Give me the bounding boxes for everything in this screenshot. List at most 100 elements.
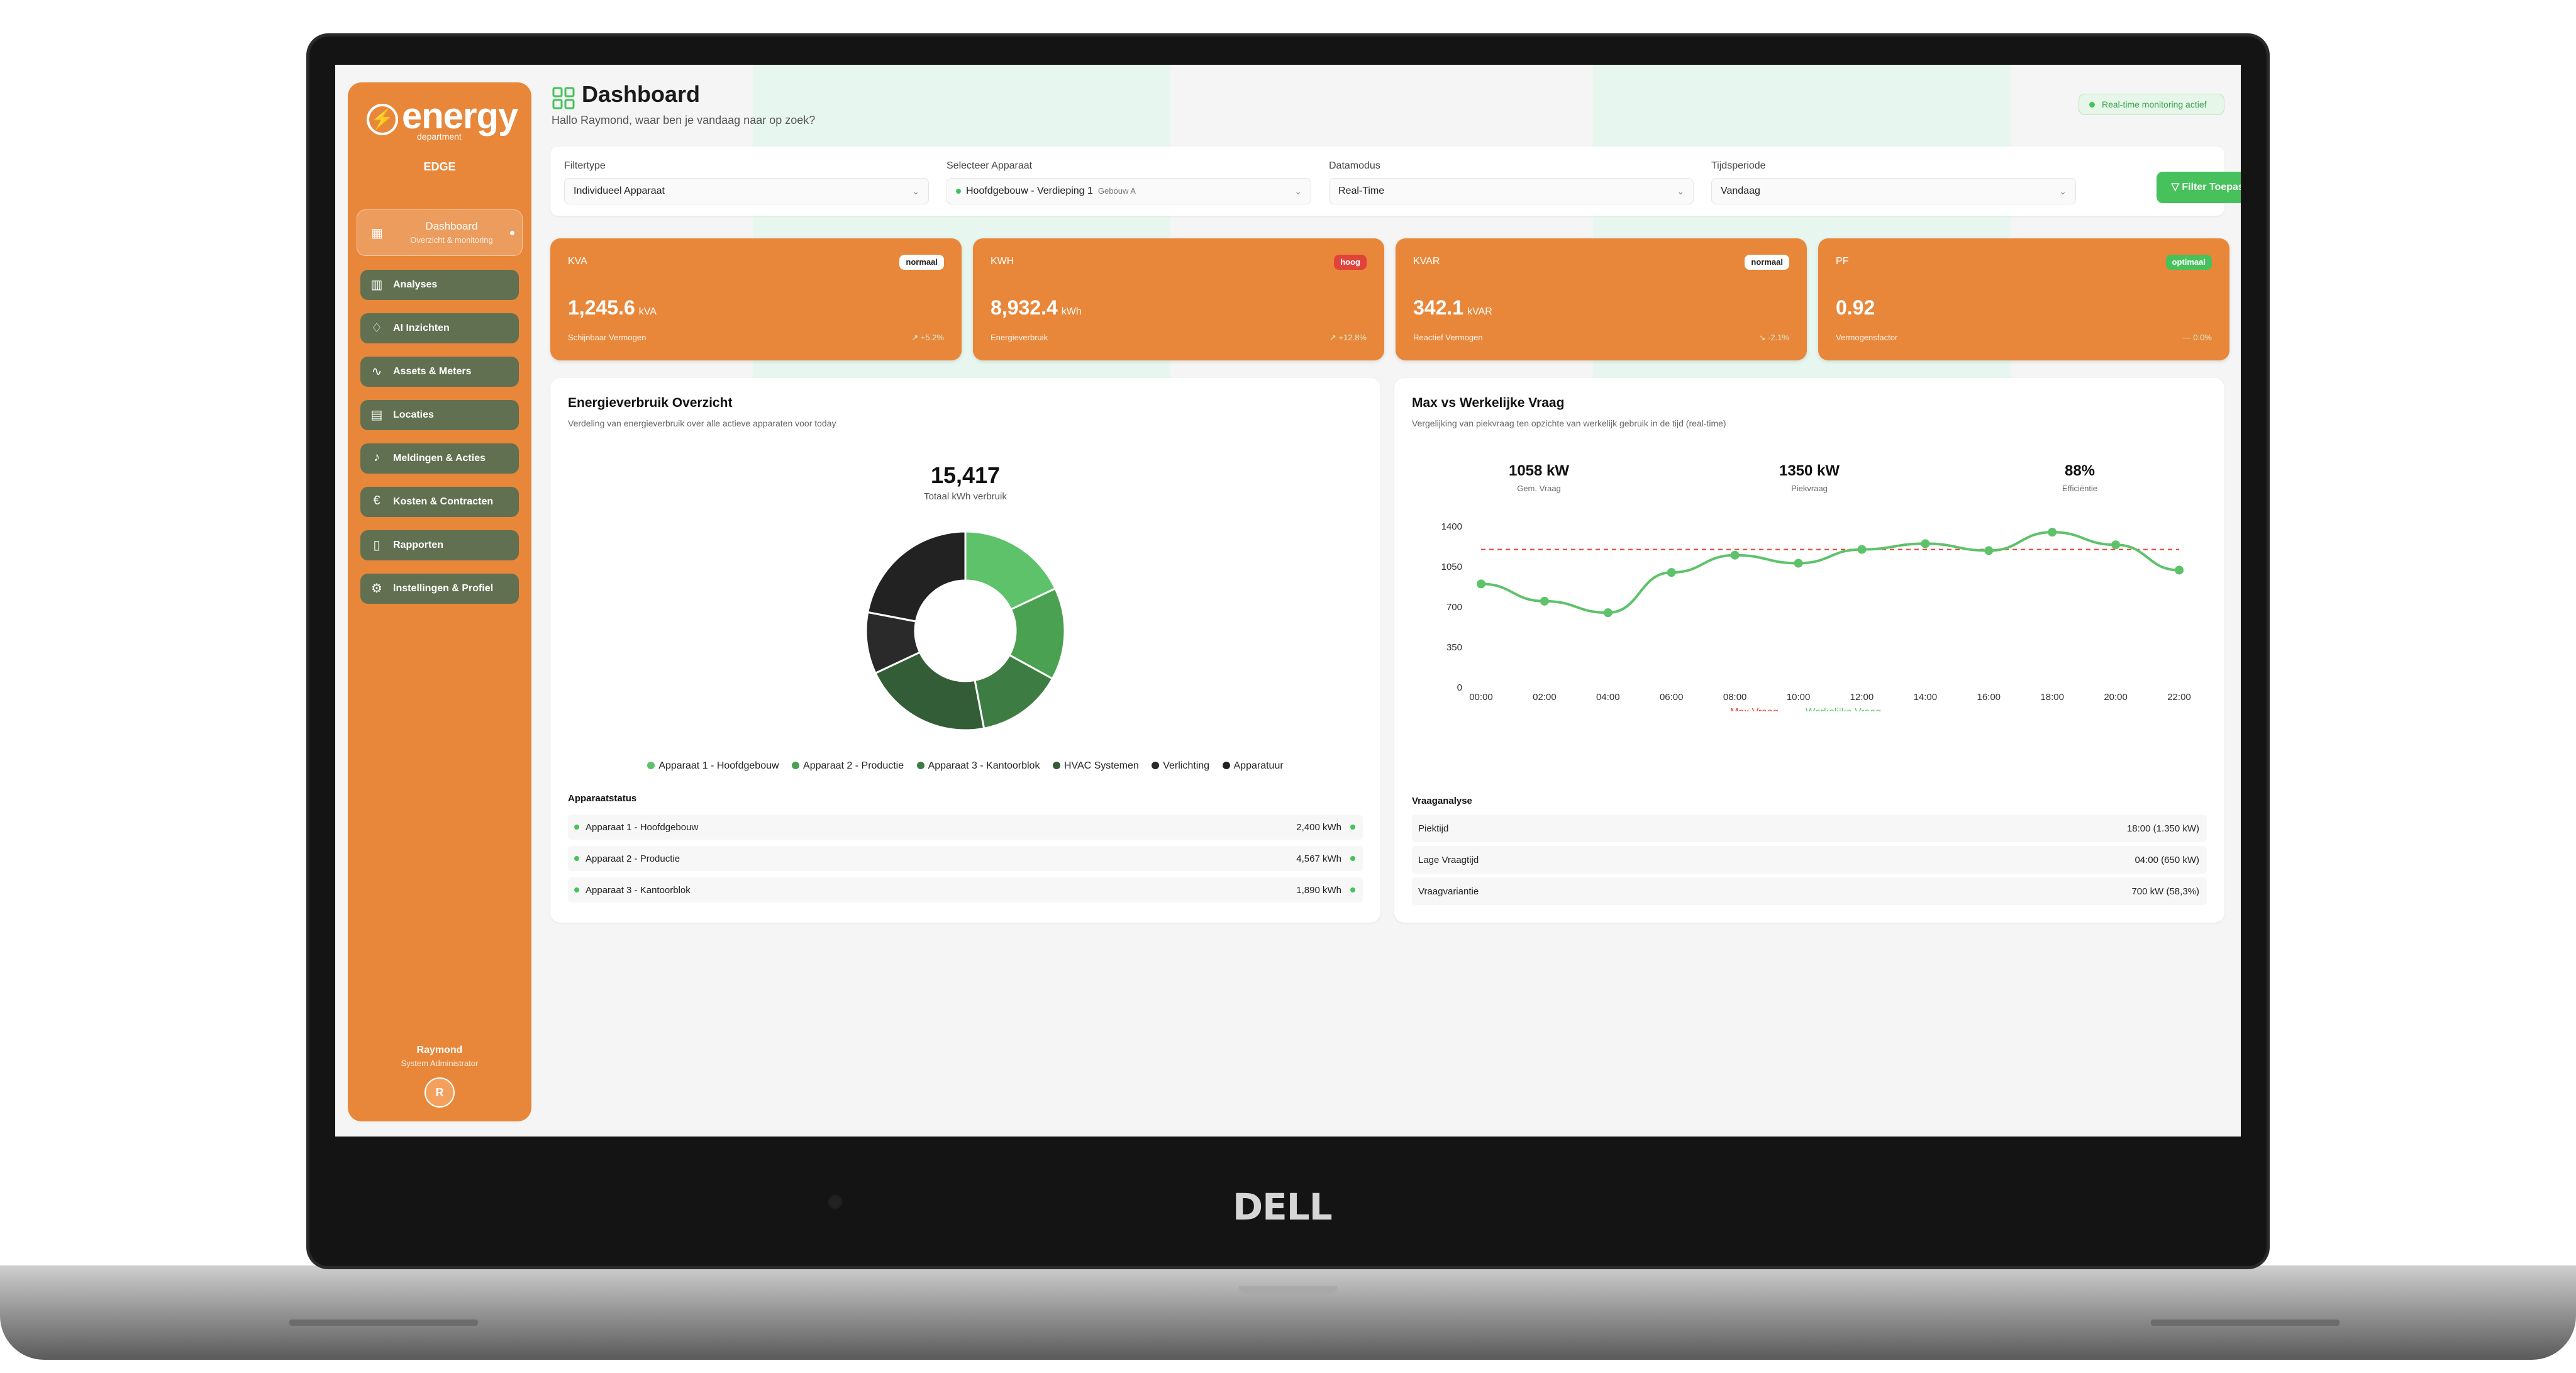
kpi-trend: ↗ +12.8%: [1330, 333, 1367, 342]
device-select[interactable]: Hoofdgebouw - Verdieping 1 Gebouw A ⌄: [947, 178, 1311, 204]
filtertype-value: Individueel Apparaat: [574, 186, 665, 196]
kpi-value: 1,245.6 kVA: [568, 296, 657, 320]
sidebar-item-assets-meters[interactable]: ∿ Assets & Meters: [360, 357, 519, 387]
x-tick-label: 00:00: [1469, 692, 1493, 703]
legend-swatch: [792, 762, 800, 769]
dashboard-icon: ▦: [371, 226, 383, 240]
y-tick-label: 700: [1446, 602, 1462, 613]
chevron-down-icon: ⌄: [1294, 186, 1302, 196]
x-tick-label: 18:00: [2040, 692, 2064, 703]
datamode-select[interactable]: Real-Time ⌄: [1329, 178, 1694, 204]
avatar[interactable]: R: [425, 1077, 455, 1108]
data-point: [1921, 539, 1930, 548]
stat-label: Gem. Vraag: [1517, 484, 1561, 493]
analysis-label: Lage Vraagtijd: [1418, 855, 1479, 865]
device-kwh: 1,890 kWh: [1296, 885, 1341, 896]
speaker-grill-right: [2151, 1320, 2340, 1326]
legend-item: Verlichting: [1152, 760, 1209, 772]
kpi-number: 1,245.6: [568, 296, 635, 319]
stat-label: Piekvraag: [1791, 484, 1828, 493]
sidebar-item-dashboard[interactable]: ▦ Dashboard Overzicht & monitoring: [357, 209, 523, 256]
device-name: Apparaat 2 - Productie: [586, 853, 680, 864]
filter-icon: ▽: [2171, 182, 2182, 192]
sidebar-item-instellingen-profiel[interactable]: ⚙ Instellingen & Profiel: [360, 574, 519, 604]
kpi-label: PF: [1836, 256, 1849, 267]
legend-swatch: [1152, 762, 1160, 769]
stat-value: 1058 kW: [1508, 462, 1570, 479]
data-point: [1667, 568, 1676, 577]
sidebar-item-meldingen-acties[interactable]: ♪ Meldingen & Acties: [360, 443, 519, 474]
stat-label: Efficiëntie: [2062, 484, 2098, 493]
stat-value: 1350 kW: [1779, 462, 1840, 479]
sidebar-item-label: Analyses: [393, 279, 438, 290]
kpi-card-kwh: KWH hoog 8,932.4 kWh Energieverbruik ↗ +1…: [973, 238, 1384, 360]
stat-peak-demand: 1350 kW Piekvraag: [1715, 462, 1904, 493]
activity-icon: ∿: [371, 365, 382, 379]
legend-item: Apparatuur: [1222, 760, 1284, 772]
status-dot: [1350, 887, 1355, 892]
page-title: Dashboard: [582, 81, 701, 107]
status-badge-label: Real-time monitoring actief: [2102, 99, 2207, 109]
analysis-value: 18:00 (1.350 kW): [2126, 823, 2199, 834]
filtertype-select[interactable]: Individueel Apparaat ⌄: [564, 178, 929, 204]
logo: ⚡ energy department: [367, 95, 518, 158]
kpi-unit: kVA: [638, 306, 657, 317]
device-value: Hoofdgebouw - Verdieping 1: [966, 186, 1093, 196]
kpi-description: Schijnbaar Vermogen: [568, 333, 647, 342]
kpi-description: Reactief Vermogen: [1413, 333, 1483, 342]
sidebar-item-locaties[interactable]: ▤ Locaties: [360, 400, 519, 430]
total-kwh-value: 15,417: [930, 462, 1001, 488]
device-status-row: Apparaat 2 - Productie 4,567 kWh: [568, 846, 1363, 871]
kpi-unit: kVAR: [1467, 306, 1492, 317]
filter-bar: Filtertype Individueel Apparaat ⌄ Select…: [550, 147, 2241, 216]
webcam: [827, 1194, 843, 1210]
x-tick-label: 04:00: [1596, 692, 1620, 703]
analysis-label: Piektijd: [1418, 823, 1449, 834]
device-kwh: 4,567 kWh: [1296, 853, 1341, 864]
legend-label: Max Vraag: [1730, 707, 1779, 711]
kpi-unit: kWh: [1061, 306, 1082, 317]
sidebar-item-label: Meldingen & Acties: [393, 453, 486, 464]
donut-chart: [865, 530, 1066, 731]
panel-title: Energieverbruik Overzicht: [568, 396, 733, 410]
sidebar-item-label: Dashboard: [425, 220, 478, 232]
device-kwh: 2,400 kWh: [1296, 822, 1341, 833]
bell-icon: ♪: [374, 450, 380, 464]
user-name: Raymond: [416, 1045, 463, 1055]
period-select[interactable]: Vandaag ⌄: [1711, 178, 2076, 204]
sidebar-item-analyses[interactable]: ▥ Analyses: [360, 270, 519, 300]
kpi-number: 8,932.4: [991, 296, 1058, 319]
demand-line-chart: 0 350 700 1050 1400 00:00 02:00 04:00 06:00 08:00…: [1441, 521, 2191, 711]
kpi-card-kva: KVA normaal 1,245.6 kVA Schijnbaar Vermog…: [550, 238, 962, 360]
data-point: [1794, 559, 1803, 568]
device-name: Apparaat 3 - Kantoorblok: [586, 885, 691, 896]
sidebar-item-ai-inzichten[interactable]: ♢ AI Inzichten: [360, 313, 519, 343]
filtertype-label: Filtertype: [564, 160, 606, 171]
x-tick-label: 16:00: [1977, 692, 2001, 703]
data-point: [1603, 608, 1613, 618]
total-kwh-label: Totaal kWh verbruik: [924, 491, 1007, 502]
euro-icon: €: [373, 494, 380, 508]
device-name: Apparaat 1 - Hoofdgebouw: [586, 822, 699, 833]
analysis-value: 700 kW (58,3%): [2131, 886, 2199, 897]
sidebar-item-rapporten[interactable]: ▯ Rapporten: [360, 530, 519, 560]
device-status-row: Apparaat 3 - Kantoorblok 1,890 kWh: [568, 877, 1363, 903]
kpi-value: 0.92: [1836, 296, 1879, 320]
kpi-card-kvar: KVAR normaal 342.1 kVAR Reactief Vermogen…: [1396, 238, 1807, 360]
stat-efficiency: 88% Efficiëntie: [1985, 462, 2174, 493]
status-dot: [1350, 825, 1355, 830]
sidebar-item-label: Assets & Meters: [393, 366, 472, 377]
device-label: Selecteer Apparaat: [947, 160, 1033, 171]
analysis-value: 04:00 (650 kW): [2135, 855, 2199, 865]
apply-filter-button[interactable]: ▽ Filter Toepassen: [2157, 172, 2241, 203]
data-point: [1857, 545, 1867, 554]
legend-label: Apparaat 3 - Kantoorblok: [928, 760, 1040, 771]
x-tick-label: 10:00: [1787, 692, 1811, 703]
sidebar-item-sublabel: Overzicht & monitoring: [410, 235, 493, 245]
datamode-label: Datamodus: [1329, 160, 1380, 171]
sidebar-item-kosten-contracten[interactable]: € Kosten & Contracten: [360, 487, 519, 517]
product-name: EDGE: [423, 160, 456, 173]
bar-chart-icon: ▥: [370, 278, 383, 292]
data-point: [2048, 528, 2057, 537]
kpi-status-badge: normaal: [1745, 255, 1789, 270]
